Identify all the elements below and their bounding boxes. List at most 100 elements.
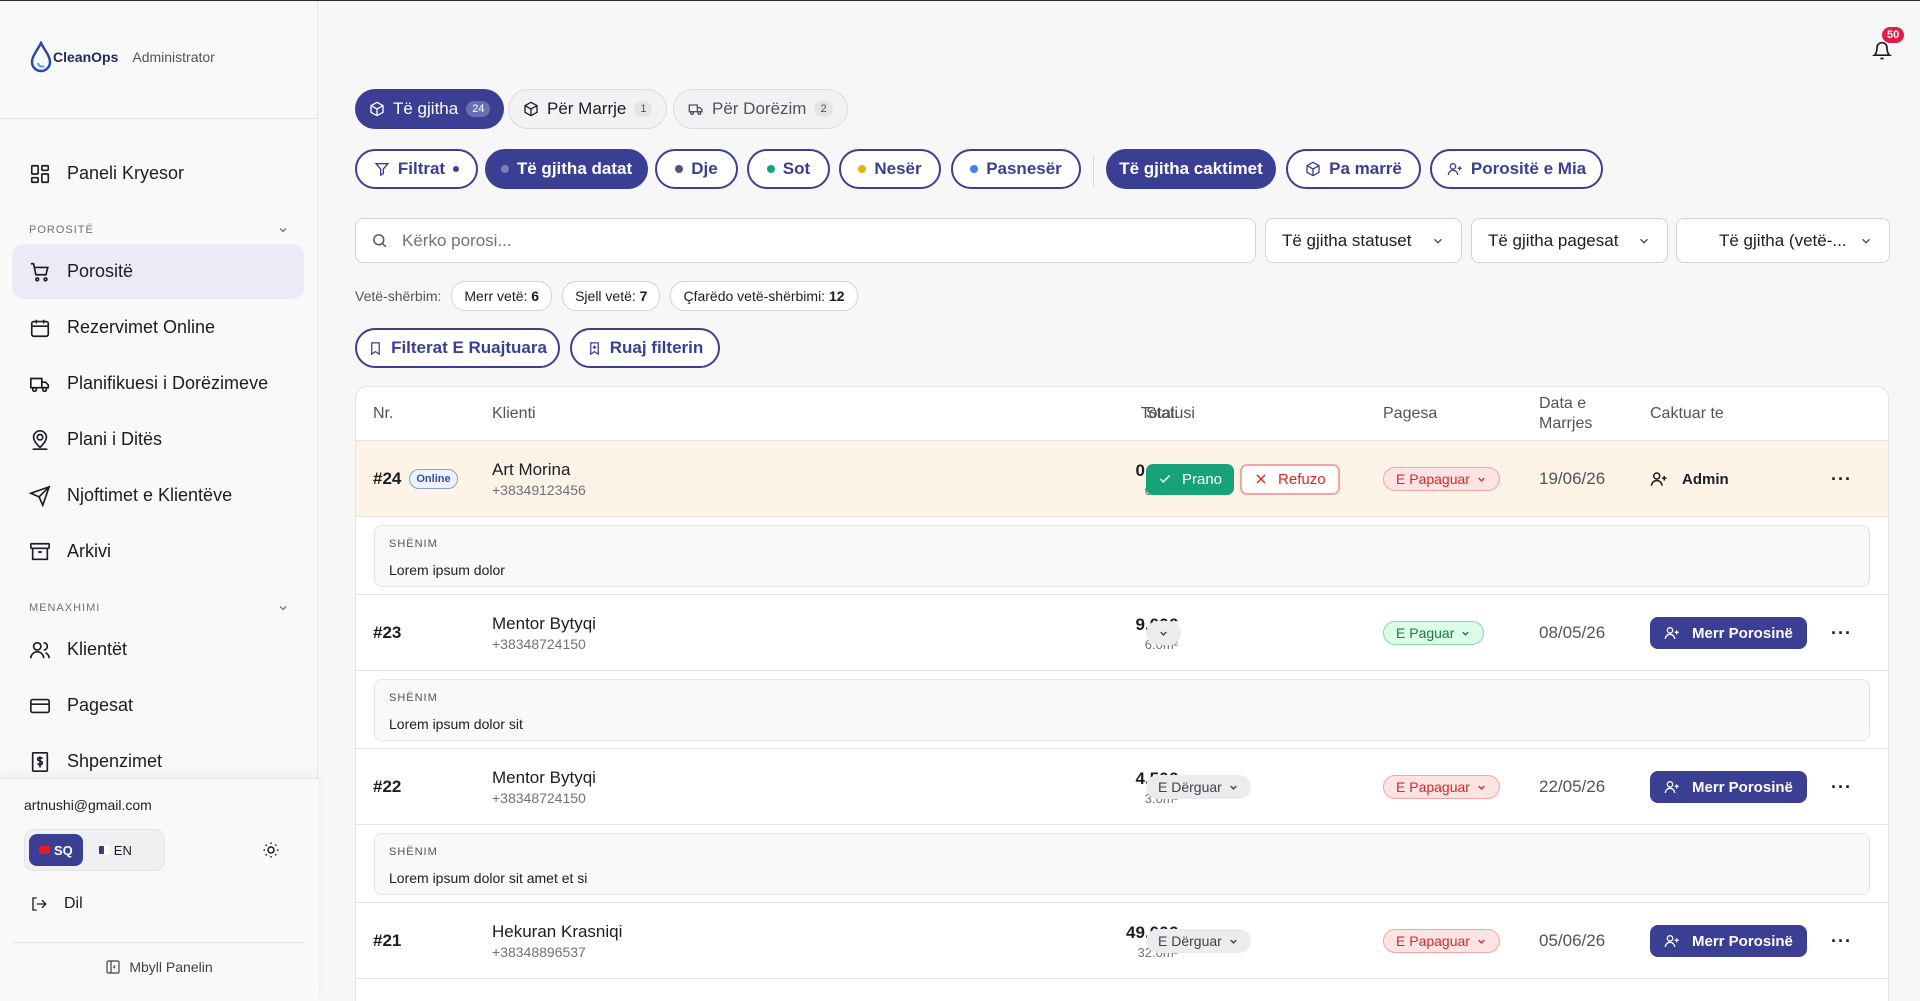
lang-sq-button[interactable]: SQ — [29, 834, 83, 866]
assignment-mine-button[interactable]: Porositë e Mia — [1430, 149, 1603, 189]
search-input[interactable] — [402, 230, 1202, 251]
payment-select-value: Të gjitha pagesat — [1488, 230, 1619, 250]
order-note: SHËNIM Lorem ipsum dolor sit amet et si — [374, 833, 1870, 895]
take-order-button[interactable]: Merr Porosinë — [1650, 617, 1807, 649]
dot-icon — [675, 165, 684, 173]
orders-table: Nr. Klienti Totali Statusi Pagesa Data e… — [355, 386, 1889, 1001]
tab-all[interactable]: Të gjitha 24 — [355, 89, 505, 129]
col-status: Statusi — [1146, 405, 1195, 422]
note-text: Lorem ipsum dolor — [389, 562, 505, 578]
active-filter-dot — [453, 166, 460, 172]
col-nr: Nr. — [373, 405, 394, 422]
assignment-all-button[interactable]: Të gjitha caktimet — [1106, 149, 1276, 189]
lang-en-button[interactable]: EN — [89, 834, 142, 866]
chip-count: 12 — [828, 288, 845, 304]
dot-icon — [500, 165, 509, 173]
cleanops-logo[interactable]: CleanOps — [29, 41, 118, 73]
section-management-toggle[interactable]: MENAXHIMI — [29, 602, 289, 614]
nav-client-notifications-label: Njoftimet e Klientëve — [67, 485, 233, 505]
order-status-dropdown[interactable]: E Dërguar — [1146, 929, 1251, 953]
saved-filters-button[interactable]: Filterat E Ruajtuara — [355, 328, 560, 368]
notifications-button[interactable]: 50 — [1872, 27, 1905, 61]
client-name: Mentor Bytyqi — [492, 614, 596, 633]
assigned-user[interactable]: Admin — [1650, 470, 1729, 488]
nav-clients[interactable]: Klientët — [12, 622, 304, 677]
user-plus-icon — [1664, 781, 1679, 794]
more-options-icon[interactable]: ··· — [1831, 622, 1852, 643]
col-client: Klienti — [492, 405, 536, 422]
more-options-icon[interactable]: ··· — [1831, 776, 1852, 797]
nav-clients-label: Klientët — [67, 639, 128, 659]
payment-status-dropdown[interactable]: E Papaguar — [1383, 775, 1500, 799]
date-today-button[interactable]: Sot — [747, 149, 830, 189]
nav-delivery-planner[interactable]: Planifikuesi i Dorëzimeve — [12, 356, 304, 411]
chip-self-any[interactable]: Çfarëdo vetë-shërbimi: 12 — [670, 281, 858, 311]
chevron-down-icon — [1433, 238, 1443, 244]
user-plus-icon — [1664, 627, 1679, 640]
self-service-select[interactable]: Të gjitha (vetë-... — [1676, 218, 1890, 263]
tab-delivery-count: 2 — [814, 101, 833, 117]
nav-archive-label: Arkivi — [67, 541, 111, 561]
date-yesterday-button[interactable]: Dje — [655, 149, 738, 189]
status-select[interactable]: Të gjitha statuset — [1265, 218, 1462, 263]
more-options-icon[interactable]: ··· — [1831, 930, 1852, 951]
close-panel-button[interactable]: Mbyll Panelin — [0, 959, 318, 975]
nav-client-notifications[interactable]: Njoftimet e Klientëve — [12, 468, 304, 523]
logout-button[interactable]: Dil — [30, 895, 83, 913]
nav-orders[interactable]: Porositë — [12, 244, 304, 299]
save-filter-button[interactable]: Ruaj filterin — [570, 328, 720, 368]
take-order-button[interactable]: Merr Porosinë — [1650, 771, 1807, 803]
send-icon — [29, 484, 51, 507]
nav-day-plan[interactable]: Plani i Ditës — [12, 412, 304, 467]
divider — [1093, 156, 1094, 186]
user-email: artnushi@gmail.com — [24, 797, 152, 813]
date-today-label: Sot — [782, 159, 811, 178]
order-status-dropdown[interactable] — [1146, 621, 1181, 645]
chip-self-drop[interactable]: Sjell vetë: 7 — [562, 281, 661, 311]
bookmark-icon — [371, 341, 380, 355]
chip-self-pickup[interactable]: Merr vetë: 6 — [451, 281, 553, 311]
sun-icon[interactable] — [262, 841, 280, 859]
payment-status-dropdown[interactable]: E Papaguar — [1383, 929, 1500, 953]
brand: CleanOps Administrator — [29, 41, 215, 73]
payment-status-dropdown[interactable]: E Papaguar — [1383, 467, 1500, 491]
more-options-icon[interactable]: ··· — [1831, 468, 1852, 489]
tab-delivery[interactable]: Për Dorëzim 2 — [673, 89, 848, 129]
filters-label: Filtrat — [397, 159, 446, 178]
payment-status-dropdown[interactable]: E Paguar — [1383, 621, 1485, 645]
table-row[interactable]: #23 Mentor Bytyqi+38348724150 9.00€6.0m²… — [356, 595, 1888, 671]
tab-pickup-label: Për Marrje — [547, 99, 627, 118]
nav-dashboard[interactable]: Paneli Kryesor — [12, 146, 304, 201]
table-row[interactable]: #22 Mentor Bytyqi+38348724150 4.50€3.0m²… — [356, 749, 1888, 825]
language-switcher: SQ EN — [24, 829, 165, 871]
note-label: SHËNIM — [389, 538, 438, 550]
nav-expenses[interactable]: Shpenzimet — [12, 734, 304, 789]
client-name: Mentor Bytyqi — [492, 768, 596, 787]
cart-icon — [30, 262, 49, 282]
nav-online-bookings[interactable]: Rezervimet Online — [12, 300, 304, 355]
order-status-dropdown[interactable]: E Dërguar — [1146, 775, 1251, 799]
date-day-after-button[interactable]: Pasnesër — [951, 149, 1081, 189]
payment-select[interactable]: Të gjitha pagesat — [1471, 218, 1668, 263]
pickup-date: 05/06/26 — [1539, 931, 1606, 950]
filters-button[interactable]: Filtrat — [355, 149, 478, 189]
col-date-line2: Marrjes — [1539, 415, 1593, 432]
credit-card-icon — [30, 698, 50, 713]
table-row[interactable]: #21 Hekuran Krasniqi+38348896537 49.00€3… — [356, 903, 1888, 979]
nav-archive[interactable]: Arkivi — [12, 524, 304, 579]
take-order-button[interactable]: Merr Porosinë — [1650, 925, 1807, 957]
saved-filters-label: Filterat E Ruajtuara — [391, 338, 547, 357]
search-icon — [373, 234, 387, 248]
reject-button[interactable]: Refuzo — [1240, 463, 1340, 495]
date-tomorrow-button[interactable]: Nesër — [839, 149, 941, 189]
date-all-label: Të gjitha datat — [516, 159, 633, 178]
chevron-down-icon — [1478, 785, 1485, 790]
chevron-down-icon — [1639, 238, 1649, 244]
date-all-button[interactable]: Të gjitha datat — [485, 149, 648, 189]
assignment-unassigned-button[interactable]: Pa marrë — [1286, 149, 1421, 189]
tab-pickup[interactable]: Për Marrje 1 — [508, 89, 668, 129]
nav-payments[interactable]: Pagesat — [12, 678, 304, 733]
accept-button[interactable]: Prano — [1146, 463, 1235, 495]
section-orders-toggle[interactable]: POROSITË — [29, 224, 289, 236]
